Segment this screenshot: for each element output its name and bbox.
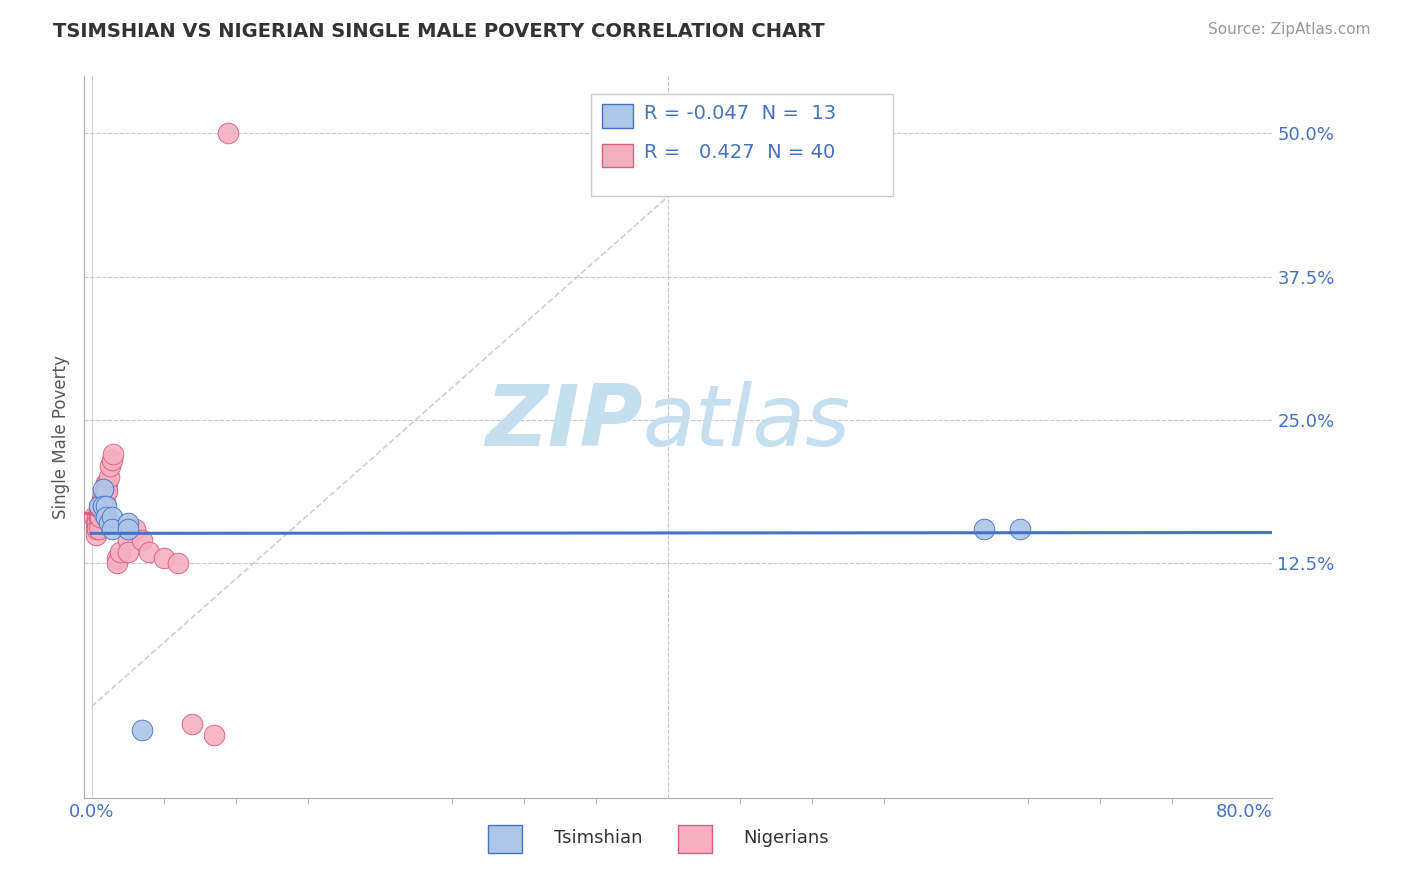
Point — [117, 516, 139, 530]
Point — [217, 126, 239, 140]
Point — [87, 510, 110, 524]
Point — [110, 545, 132, 559]
Point — [94, 475, 117, 490]
Point — [86, 516, 108, 530]
Point — [90, 493, 112, 508]
Point — [138, 545, 160, 559]
Text: Tsimshian: Tsimshian — [554, 829, 643, 847]
Point — [84, 516, 107, 530]
Point — [94, 499, 117, 513]
Point — [97, 470, 120, 484]
Point — [101, 447, 124, 461]
Point — [84, 527, 107, 541]
Point — [97, 516, 120, 530]
Point — [84, 522, 107, 536]
Point — [93, 495, 115, 509]
Point — [167, 556, 190, 570]
Point — [87, 522, 110, 536]
FancyBboxPatch shape — [679, 825, 711, 853]
Point — [96, 475, 118, 490]
Point — [202, 728, 225, 742]
Text: R = -0.047  N =  13: R = -0.047 N = 13 — [644, 103, 837, 123]
Point — [89, 499, 111, 513]
Point — [131, 533, 153, 548]
Point — [86, 510, 108, 524]
Point — [91, 487, 114, 501]
Point — [91, 499, 114, 513]
Point — [152, 550, 174, 565]
Y-axis label: Single Male Poverty: Single Male Poverty — [52, 355, 70, 519]
Point — [93, 487, 115, 501]
Point — [100, 510, 122, 524]
Point — [1010, 522, 1032, 536]
Point — [91, 505, 114, 519]
Point — [87, 499, 110, 513]
Point — [98, 458, 121, 473]
Point — [86, 522, 108, 536]
Point — [107, 556, 129, 570]
Point — [131, 723, 153, 737]
Point — [96, 483, 118, 498]
FancyBboxPatch shape — [488, 825, 522, 853]
Point — [94, 510, 117, 524]
Point — [117, 522, 139, 536]
Point — [117, 545, 139, 559]
Text: atlas: atlas — [643, 381, 851, 464]
Point — [117, 533, 139, 548]
Point — [91, 495, 114, 509]
Point — [91, 482, 114, 496]
Point — [94, 483, 117, 498]
Point — [89, 510, 111, 524]
Text: TSIMSHIAN VS NIGERIAN SINGLE MALE POVERTY CORRELATION CHART: TSIMSHIAN VS NIGERIAN SINGLE MALE POVERT… — [53, 22, 825, 41]
Point — [973, 522, 995, 536]
Text: Source: ZipAtlas.com: Source: ZipAtlas.com — [1208, 22, 1371, 37]
Text: ZIP: ZIP — [485, 381, 643, 464]
Point — [124, 522, 146, 536]
Point — [83, 510, 105, 524]
Point — [100, 453, 122, 467]
Point — [100, 522, 122, 536]
Point — [87, 505, 110, 519]
Point — [107, 550, 129, 565]
Text: Nigerians: Nigerians — [744, 829, 830, 847]
Point — [89, 505, 111, 519]
Point — [181, 716, 204, 731]
Text: R =   0.427  N = 40: R = 0.427 N = 40 — [644, 143, 835, 162]
